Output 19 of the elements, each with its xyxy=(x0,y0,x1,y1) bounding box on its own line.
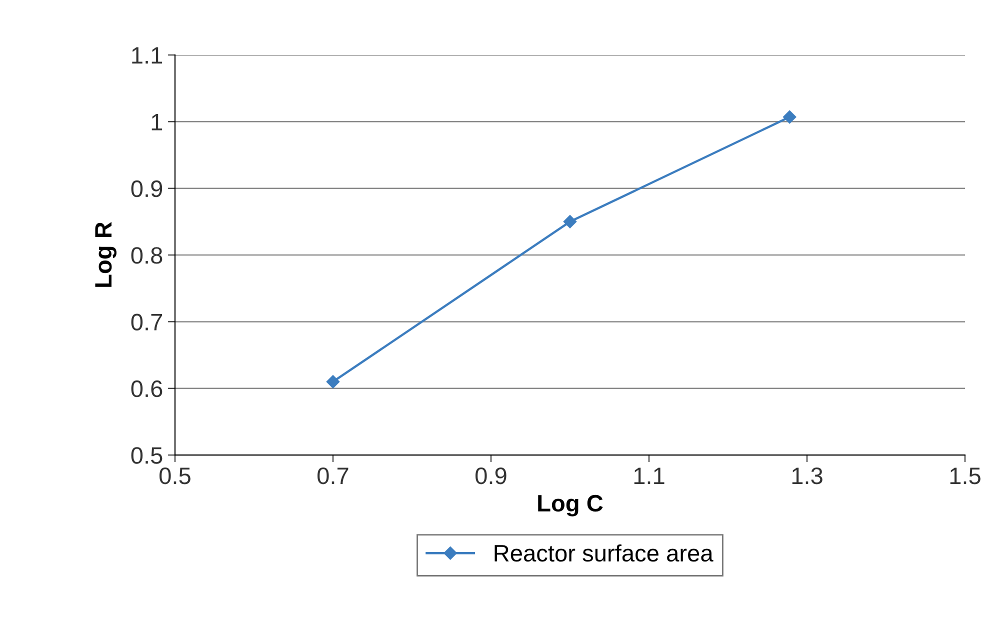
y-tick-label: 0.5 xyxy=(131,447,162,464)
y-tick-label: 1 xyxy=(152,114,162,130)
x-tick-label: 1.3 xyxy=(792,467,822,484)
y-axis-title: Log R xyxy=(95,222,116,287)
x-tick-label: 1.1 xyxy=(634,468,664,484)
x-axis-title: Log C xyxy=(538,494,603,516)
legend-label: Reactor surface area xyxy=(494,544,714,562)
y-tick-label: 0.7 xyxy=(131,314,162,330)
point xyxy=(563,215,577,228)
x-tick-label: 0.7 xyxy=(318,467,348,484)
point xyxy=(783,110,796,124)
x-tick-label: 1.5 xyxy=(950,468,980,484)
point xyxy=(326,375,340,388)
y-tick-label: 0.6 xyxy=(131,380,162,398)
y-tick-label: 1.1 xyxy=(132,47,162,64)
x-tick-label: 0.5 xyxy=(160,467,190,484)
y-tick-label: 0.8 xyxy=(131,247,162,264)
x-tick-label: 0.9 xyxy=(476,467,506,484)
y-tick-label: 0.9 xyxy=(131,180,162,198)
